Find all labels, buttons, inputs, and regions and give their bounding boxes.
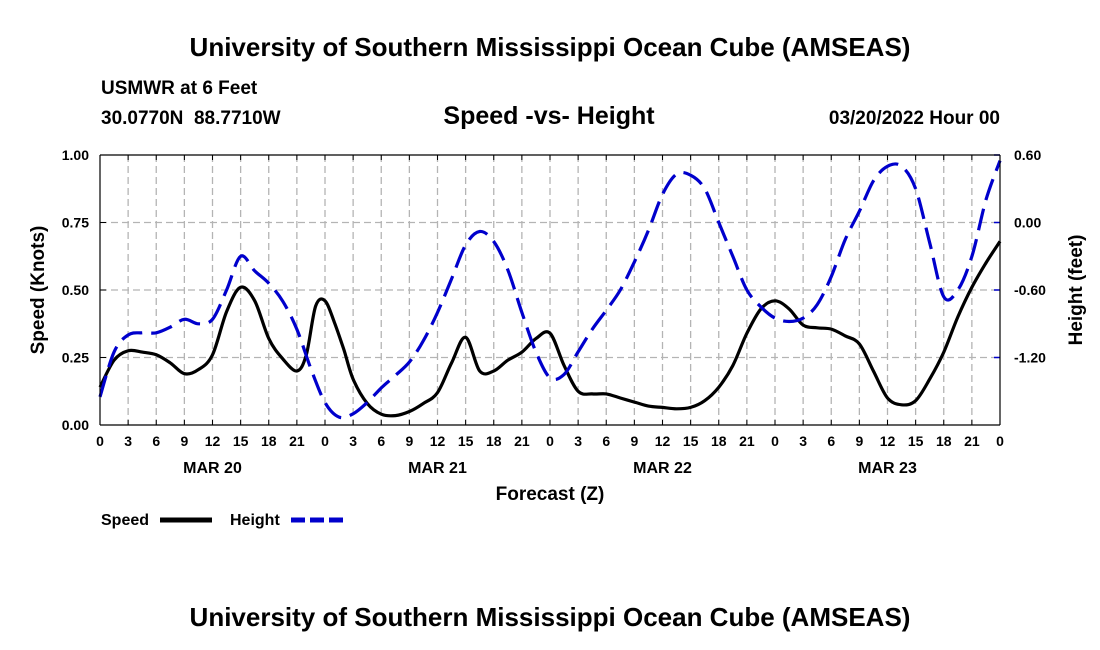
y-left-tick-label: 1.00 [62,147,89,163]
x-tick-label: 3 [124,433,132,449]
x-tick-label: 3 [349,433,357,449]
chart-main-title: University of Southern Mississippi Ocean… [190,32,911,62]
x-tick-label: 21 [739,433,755,449]
series-line-speed [98,240,1002,418]
x-tick-label: 6 [602,433,610,449]
y-right-tick-label: -0.60 [1014,282,1046,298]
x-tick-label: 6 [827,433,835,449]
y-left-tick-label: 0.50 [62,282,89,298]
x-tick-label: 18 [486,433,502,449]
y-left-tick-label: 0.25 [62,350,89,366]
x-tick-label: 21 [964,433,980,449]
axes-group: 0 3 6 9 12 15 18 21 0 3 6 9 12 15 18 21 0 3 6 9 12 15 18 21 0 3 6 9… [62,147,1046,477]
x-tick-label: 12 [205,433,221,449]
x-tick-label: 18 [261,433,277,449]
x-tick-label: 9 [855,433,863,449]
footer-title: University of Southern Mississippi Ocean… [190,602,911,632]
x-tick-label: 21 [289,433,305,449]
station-coords: 30.0770N 88.7710W [101,108,281,129]
forecast-datetime: 03/20/2022 Hour 00 [829,108,1000,129]
y-axis-left-label: Speed (Knots) [28,226,49,355]
y-left-tick-label: 0.00 [62,417,89,433]
x-tick-label: 18 [711,433,727,449]
y-left-tick-label: 0.75 [62,215,89,231]
day-label: MAR 22 [633,460,692,477]
x-tick-label: 6 [152,433,160,449]
x-axis-label: Forecast (Z) [496,484,605,505]
y-axis-right-label: Height (feet) [1066,235,1087,346]
x-tick-label: 0 [321,433,329,449]
x-tick-label: 12 [430,433,446,449]
x-tick-label: 6 [377,433,385,449]
x-tick-label: 0 [771,433,779,449]
x-tick-label: 3 [799,433,807,449]
day-label: MAR 23 [858,460,917,477]
series-group [98,160,1002,420]
x-tick-label: 18 [936,433,952,449]
day-label: MAR 20 [183,460,242,477]
x-tick-label: 3 [574,433,582,449]
x-tick-label: 0 [996,433,1004,449]
y-right-tick-label: 0.60 [1014,147,1041,163]
x-tick-label: 15 [683,433,699,449]
x-tick-label: 21 [514,433,530,449]
y-right-tick-label: -1.20 [1014,350,1046,366]
grid-lines [100,155,1000,425]
x-tick-label: 15 [908,433,924,449]
chart-subtitle: Speed -vs- Height [443,102,655,130]
x-tick-label: 0 [96,433,104,449]
y-right-tick-label: 0.00 [1014,215,1041,231]
x-tick-label: 9 [180,433,188,449]
x-tick-label: 15 [458,433,474,449]
day-label: MAR 21 [408,460,467,477]
x-tick-label: 9 [405,433,413,449]
x-tick-label: 0 [546,433,554,449]
station-label: USMWR at 6 Feet [101,78,258,99]
x-tick-label: 15 [233,433,249,449]
x-tick-label: 12 [880,433,896,449]
legend: Speed Height [101,512,343,529]
legend-label-speed: Speed [101,512,149,529]
x-tick-label: 12 [655,433,671,449]
x-tick-label: 9 [630,433,638,449]
legend-label-height: Height [230,512,280,529]
